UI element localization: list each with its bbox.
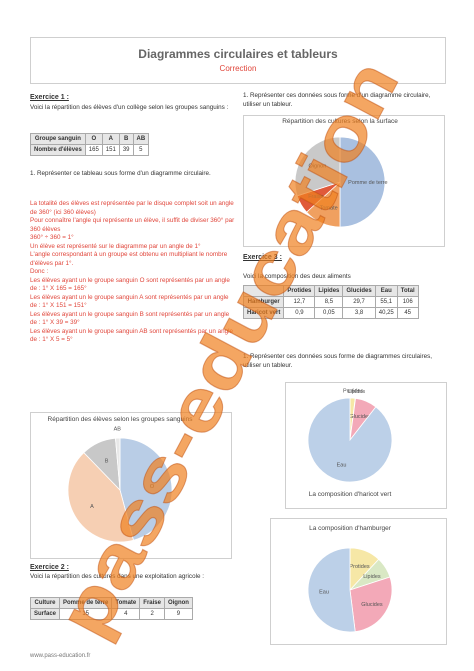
answer-line: Pour connaître l'angle qui représente un…: [30, 217, 235, 233]
pie-slice: [349, 576, 393, 633]
pie-slice: [339, 136, 386, 228]
data-table: Protides Lipides Glucides Eau Total Hamburger…: [242, 284, 419, 320]
slice-label: B: [105, 459, 109, 465]
slice-label: Protides: [349, 564, 369, 570]
table-cell: Nombre d'élèves: [30, 144, 86, 157]
table-cell: AB: [132, 132, 150, 146]
intro: Voici la répartition des cultures dans u…: [30, 573, 204, 580]
table-cell: 151: [101, 144, 120, 157]
answer-line: Les élèves ayant un le groupe sanguin A …: [30, 293, 229, 310]
slice-label: Pomme de terre: [348, 180, 387, 186]
table: Protides Lipides Glucides Eau Total Hamburger…: [242, 284, 419, 320]
pie-slice: [294, 136, 341, 197]
pie-slice: [67, 452, 134, 543]
intro: Voici la répartition des élèves d'un col…: [30, 104, 229, 111]
slice-label: Lipides: [363, 574, 381, 580]
table-row: Surface 15 4 2 9: [29, 608, 193, 621]
table-row: Haricot vert 0,9 0,05 3,8 40,25 45: [242, 307, 419, 320]
slice-label: Glucides: [361, 602, 383, 608]
table-cell: 4: [111, 608, 141, 621]
chart-title: La composition d'hamburger: [309, 525, 392, 532]
table-cell: 2: [139, 608, 165, 621]
slice-label: Eau: [319, 590, 329, 596]
intro: Voici la composition des deux aliments: [243, 273, 351, 280]
table-cell: Glucides: [342, 284, 376, 298]
answer-line: 360° ÷ 360 = 1°: [30, 234, 74, 241]
data-table: Groupe sanguin O A B AB Nombre d'élèves 165 151…: [30, 132, 150, 157]
footer: www.pass-education.fr: [30, 653, 91, 659]
chart-box: [285, 382, 447, 509]
slice-label: Glucides: [349, 414, 371, 420]
table-row: Hamburger 12,7 8,5 29,7 55,1 106: [242, 296, 419, 309]
pie-slice: [119, 437, 173, 541]
table-cell: 15: [59, 608, 113, 621]
header-box: Diagrammes circulaires et tableurs Corre…: [30, 37, 446, 84]
title: Diagrammes circulaires et tableurs: [138, 47, 338, 61]
slice-label: O: [150, 484, 155, 490]
table: Culture Pomme de terre Tomate Fraise Oignon S…: [29, 596, 193, 621]
table-header: Protides Lipides Glucides Eau Total: [242, 284, 419, 298]
table-cell: Eau: [374, 284, 398, 298]
chart-title: Répartition des élèves selon les groupes…: [48, 416, 194, 423]
answer-line: Les élèves ayant un le groupe sanguin AB…: [30, 327, 234, 344]
chart-box: [270, 518, 447, 645]
slice-label: Lipides: [348, 389, 366, 395]
answer-line: Un élève est représenté sur le diagramme…: [30, 242, 201, 250]
slice-label: Tomate: [320, 205, 338, 211]
chart-box: [30, 412, 232, 559]
slice-label: Protides: [343, 389, 363, 395]
chart-box: [243, 115, 445, 247]
answer-line: La totalité des élèves est représentée p…: [30, 200, 234, 216]
data-table: Culture Pomme de terre Tomate Fraise Oignon S…: [29, 596, 193, 621]
table-cell: 5: [132, 144, 150, 157]
slice-label: Oignon: [309, 164, 327, 170]
table-row: Nombre d'élèves 165 151 39 5: [30, 144, 150, 157]
pie-slice: [307, 397, 393, 483]
slice-label: AB: [114, 427, 122, 433]
question: 1. Représenter ces données sous forme d'…: [243, 92, 431, 108]
table-cell: Tomate: [111, 596, 141, 610]
heading: Exercice 2 :: [30, 564, 69, 571]
question: 1. Représenter ces données sous forme de…: [243, 353, 432, 369]
table-cell: 3,8: [342, 307, 376, 320]
pie-slice: [307, 547, 356, 633]
answer-line: L'angle correspondant à un groupe est ob…: [30, 251, 228, 267]
question: 1. Représenter ce tableau sous forme d'u…: [30, 170, 211, 177]
table-cell: 45: [396, 307, 419, 320]
table-cell: 40,25: [374, 307, 398, 320]
table-cell: 9: [163, 608, 193, 621]
answer-line: Les élèves ayant un le groupe sanguin B …: [30, 310, 230, 327]
answer-line: Les élèves ayant un le groupe sanguin O …: [30, 276, 230, 293]
subtitle: Correction: [219, 64, 257, 74]
table-cell: Surface: [29, 608, 61, 621]
table-cell: Haricot vert: [242, 307, 285, 320]
table: Groupe sanguin O A B AB Nombre d'élèves 165 151…: [30, 132, 150, 157]
slice-label: A: [90, 504, 94, 510]
chart-title: Répartition des cultures selon la surfac…: [282, 118, 398, 125]
heading: Exercice 1 :: [30, 94, 69, 101]
answer: La totalité des élèves est représentée p…: [30, 200, 235, 345]
slice-label: Fraise: [308, 194, 323, 200]
table-header: Culture Pomme de terre Tomate Fraise Oignon: [29, 596, 193, 610]
chart-title: La composition d'haricot vert: [309, 491, 392, 498]
slice-label: Eau: [337, 463, 347, 469]
pie-slice: [115, 437, 121, 491]
heading: Exercice 3 :: [243, 254, 282, 261]
answer-line: Donc :: [30, 268, 49, 275]
